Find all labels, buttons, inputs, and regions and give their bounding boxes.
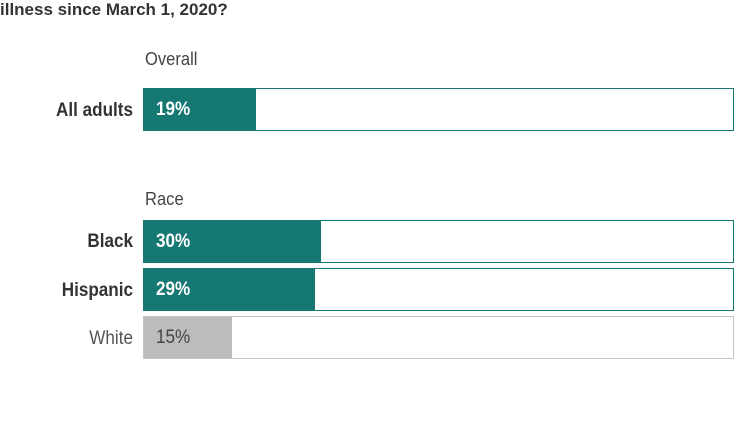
chart-title: illness since March 1, 2020? [0,0,228,19]
row-label-black: Black [87,231,133,252]
bar-track-hispanic: 29% [143,268,734,311]
bar-all-adults [144,89,256,130]
bar-black [144,221,321,262]
bar-track-all-adults: 19% [143,88,734,131]
data-label-black: 30% [156,230,191,252]
bar-track-white: 15% [143,316,734,359]
section-label-overall: Overall [145,49,198,69]
bar-white [144,317,233,358]
bar-track-black: 30% [143,220,734,263]
data-label-hispanic: 29% [156,278,191,300]
row-label-white: White [89,328,133,349]
data-label-all-adults: 19% [156,98,191,120]
data-label-white: 15% [156,326,191,348]
row-label-all-adults: All adults [56,100,133,121]
bar-hispanic [144,269,315,310]
section-label-race: Race [145,189,184,209]
row-label-hispanic: Hispanic [61,280,133,301]
